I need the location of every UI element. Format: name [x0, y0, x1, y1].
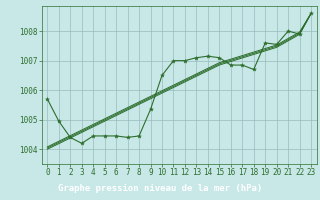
- Text: Graphe pression niveau de la mer (hPa): Graphe pression niveau de la mer (hPa): [58, 184, 262, 193]
